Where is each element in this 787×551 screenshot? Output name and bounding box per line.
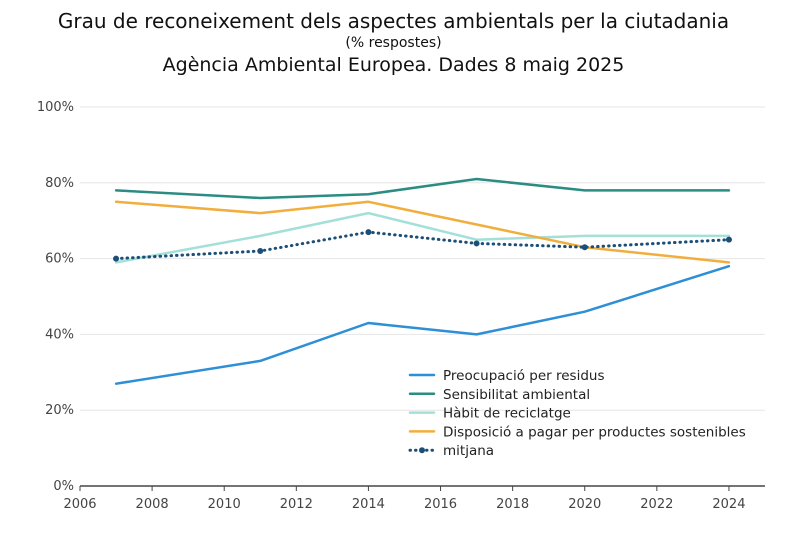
data-point <box>725 236 732 243</box>
series-line <box>114 200 731 264</box>
chart-subtitle: Agència Ambiental Europea. Dades 8 maig … <box>162 54 625 76</box>
x-tick-label: 2006 <box>63 497 96 512</box>
x-tick-label: 2018 <box>496 497 529 512</box>
series-line <box>114 230 731 261</box>
legend-marker <box>419 447 425 454</box>
data-point <box>113 255 120 262</box>
x-tick-label: 2012 <box>280 497 313 512</box>
y-tick-label: 60% <box>45 252 74 267</box>
legend-label: Preocupació per residus <box>443 368 605 384</box>
series-line <box>114 211 731 264</box>
data-point <box>257 248 264 255</box>
chart-subtitle-small: (% respostes) <box>345 35 442 51</box>
x-tick-label: 2020 <box>568 497 601 512</box>
x-axis: 2006 2008 2010 2012 2014 2016 2018 2020 2022 2024 <box>63 486 745 512</box>
data-point <box>365 229 372 236</box>
x-tick-label: 2022 <box>640 497 673 512</box>
y-axis: 0% 20% 40% 60% 80% 100% <box>37 100 74 494</box>
data-point <box>581 244 588 251</box>
y-tick-label: 20% <box>45 403 74 418</box>
data-point <box>473 240 480 247</box>
series-line <box>114 264 731 385</box>
legend-label: Sensibilitat ambiental <box>443 387 590 403</box>
series-lines <box>113 177 732 385</box>
chart-title: Grau de reconeixement dels aspectes ambi… <box>57 9 730 33</box>
chart-title-block: Grau de reconeixement dels aspectes ambi… <box>0 8 787 78</box>
y-tick-label: 40% <box>45 327 74 342</box>
legend-label: Disposició a pagar per productes sosteni… <box>443 424 746 440</box>
x-tick-label: 2008 <box>136 497 169 512</box>
legend-label: mitjana <box>443 443 494 459</box>
x-tick-label: 2016 <box>424 497 457 512</box>
x-tick-label: 2024 <box>712 497 745 512</box>
legend: Preocupació per residus Sensibilitat ambi… <box>408 368 746 459</box>
grid-lines <box>80 106 765 487</box>
y-tick-label: 0% <box>53 479 74 494</box>
legend-label: Hàbit de reciclatge <box>443 406 571 422</box>
x-tick-label: 2010 <box>208 497 241 512</box>
y-tick-label: 100% <box>37 100 74 115</box>
x-tick-label: 2014 <box>352 497 385 512</box>
y-tick-label: 80% <box>45 176 74 191</box>
series-line <box>114 177 731 200</box>
